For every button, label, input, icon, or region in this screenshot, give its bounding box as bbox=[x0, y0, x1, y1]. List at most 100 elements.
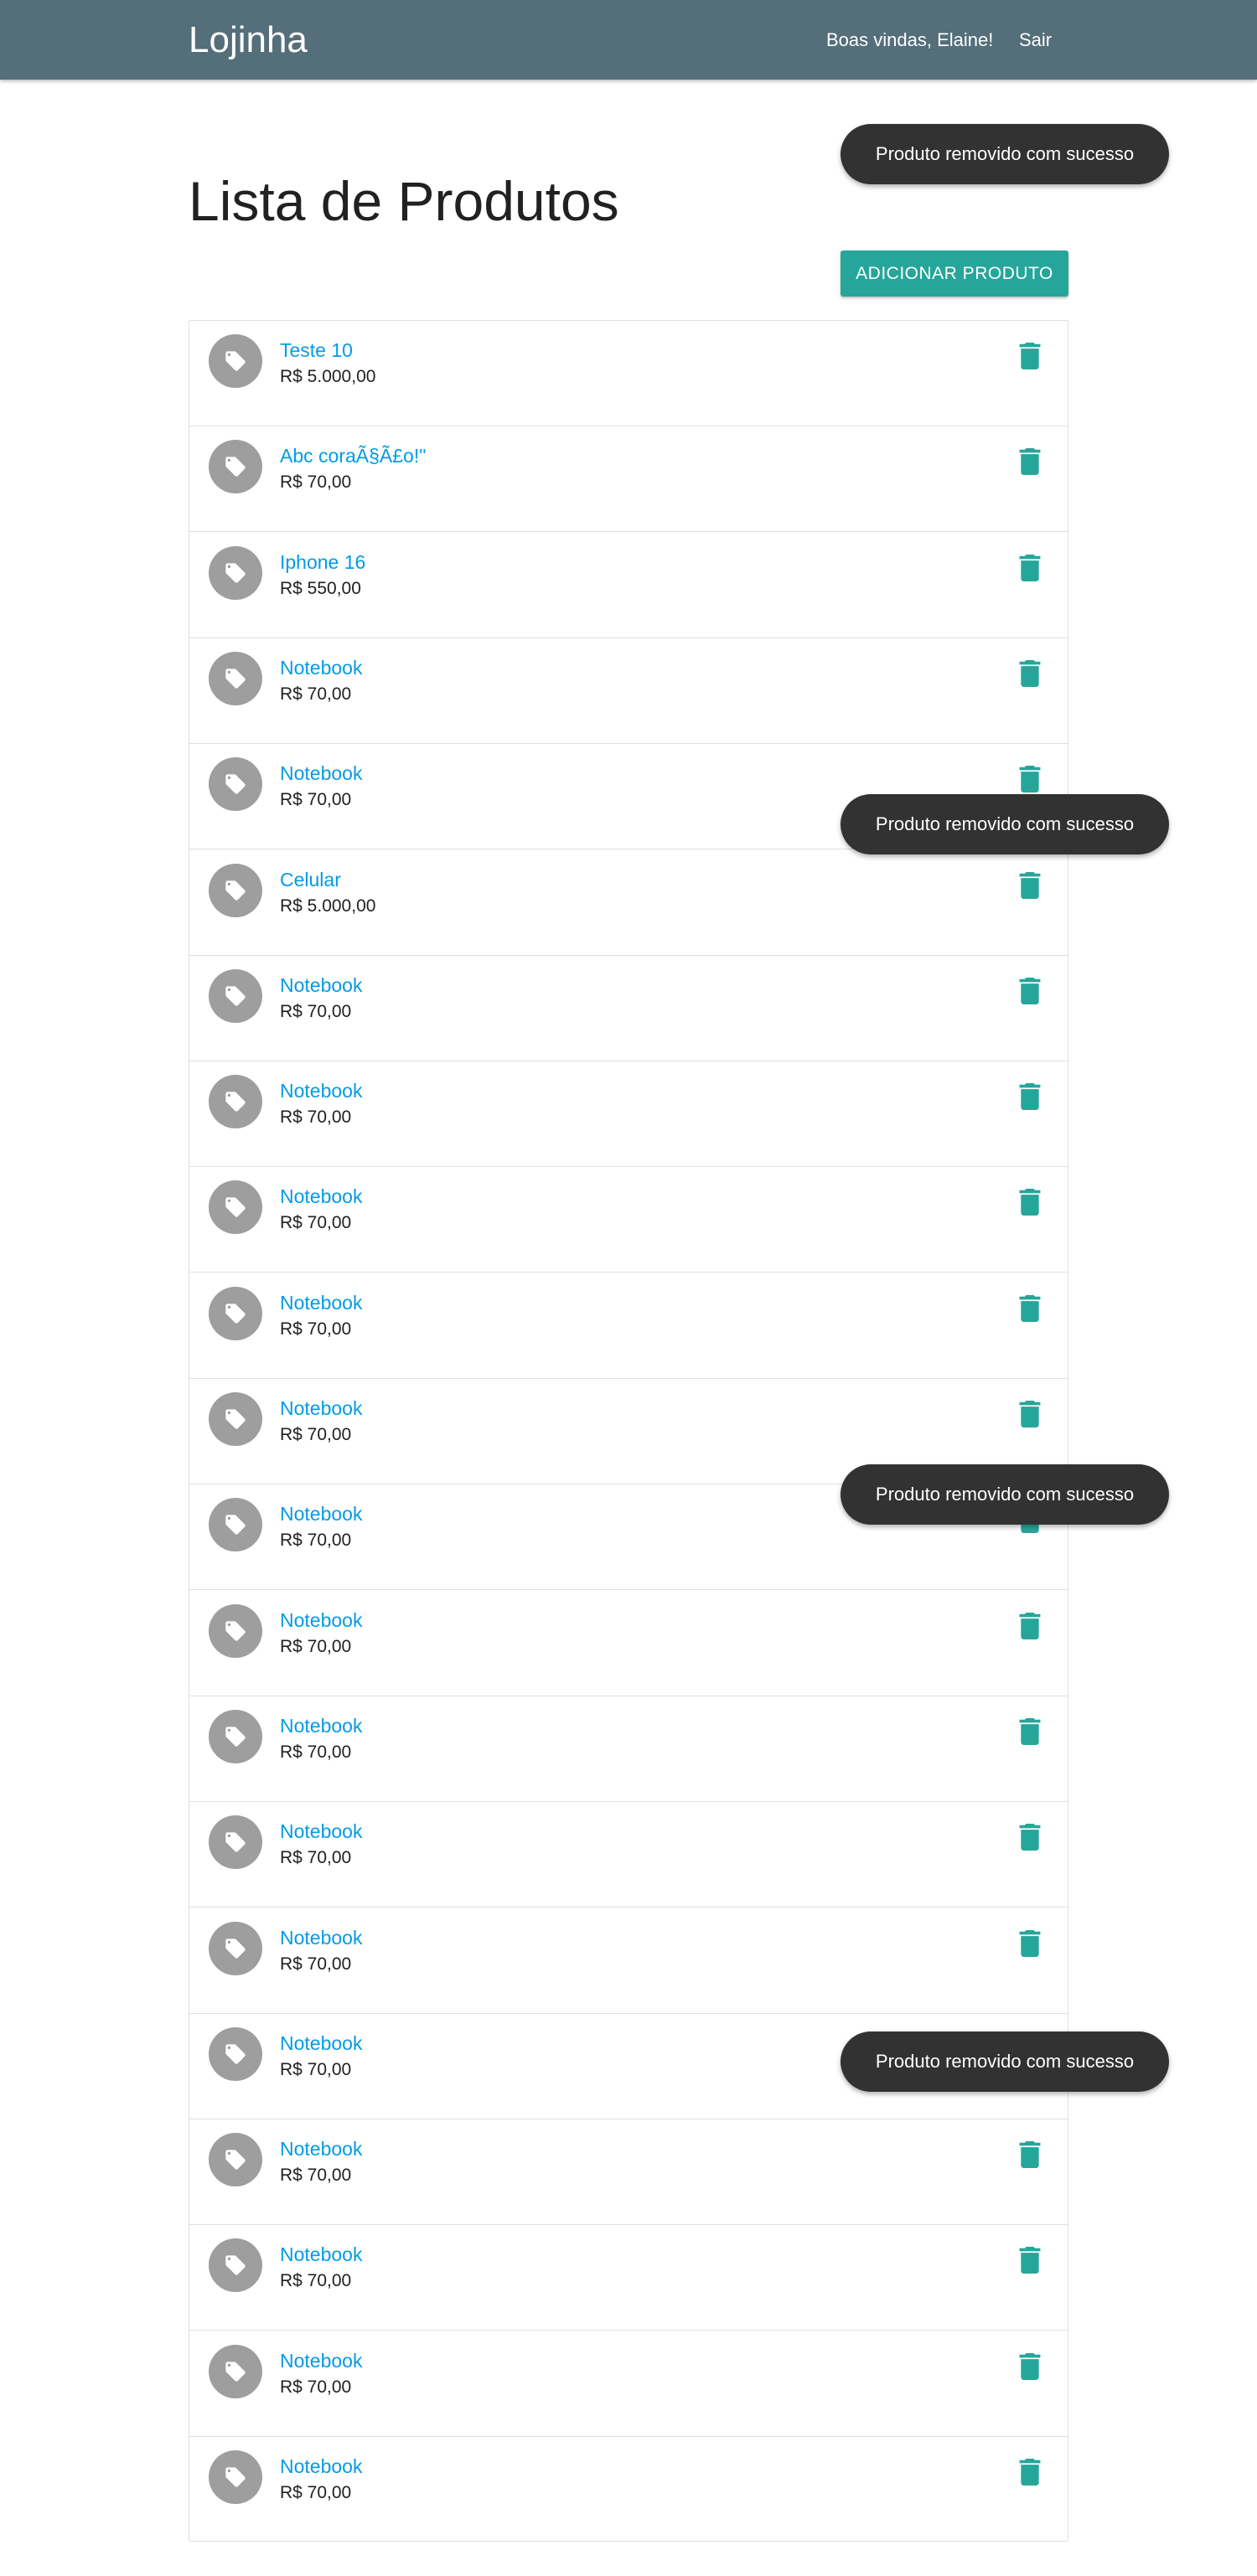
trash-icon[interactable] bbox=[1017, 1295, 1042, 1322]
product-price: R$ 70,00 bbox=[280, 1742, 352, 1762]
product-item: Notebook R$ 70,00 bbox=[189, 1908, 1068, 2014]
trash-icon[interactable] bbox=[1017, 1930, 1042, 1957]
product-name-link[interactable]: Notebook bbox=[280, 657, 363, 679]
product-price: R$ 70,00 bbox=[280, 2060, 352, 2079]
product-name-link[interactable]: Notebook bbox=[280, 1820, 363, 1842]
product-name-link[interactable]: Notebook bbox=[280, 1503, 363, 1525]
product-price: R$ 70,00 bbox=[280, 790, 352, 809]
product-price: R$ 70,00 bbox=[280, 2377, 352, 2397]
product-item: Notebook R$ 70,00 bbox=[189, 2119, 1068, 2225]
product-item: Notebook R$ 70,00 bbox=[189, 638, 1068, 744]
tag-icon bbox=[209, 2450, 262, 2504]
product-item: Notebook R$ 70,00 bbox=[189, 2225, 1068, 2331]
tag-icon bbox=[209, 1180, 262, 1234]
tag-icon bbox=[209, 2238, 262, 2292]
tag-icon bbox=[209, 1604, 262, 1658]
product-price: R$ 70,00 bbox=[280, 1848, 352, 1867]
tag-icon bbox=[209, 1498, 262, 1551]
product-item: Iphone 16 R$ 550,00 bbox=[189, 533, 1068, 638]
product-price: R$ 5.000,00 bbox=[280, 896, 376, 916]
product-list: Teste 10 R$ 5.000,00 Abc coraÃ§Ã£o!" R$ 70,… bbox=[189, 320, 1068, 2542]
trash-icon[interactable] bbox=[1017, 1083, 1042, 1110]
product-name-link[interactable]: Notebook bbox=[280, 1609, 363, 1631]
product-name-link[interactable]: Notebook bbox=[280, 1715, 363, 1737]
product-price: R$ 70,00 bbox=[280, 1319, 352, 1339]
product-item: Teste 10 R$ 5.000,00 bbox=[189, 321, 1068, 426]
product-item: Notebook R$ 70,00 bbox=[189, 1696, 1068, 1802]
trash-icon[interactable] bbox=[1017, 2353, 1042, 2380]
tag-icon bbox=[209, 334, 262, 388]
product-price: R$ 70,00 bbox=[280, 1107, 352, 1127]
logout-link[interactable]: Sair bbox=[1019, 29, 1053, 50]
add-product-button[interactable]: ADICIONAR PRODUTO bbox=[841, 250, 1068, 297]
tag-icon bbox=[209, 1815, 262, 1869]
tag-icon bbox=[209, 757, 262, 811]
product-item: Notebook R$ 70,00 bbox=[189, 2331, 1068, 2437]
tag-icon bbox=[209, 546, 262, 600]
product-price: R$ 70,00 bbox=[280, 2271, 352, 2290]
navbar: Lojinha Boas vindas, Elaine! Sair bbox=[0, 0, 1257, 80]
product-item: Notebook R$ 70,00 bbox=[189, 1061, 1068, 1167]
trash-icon[interactable] bbox=[1017, 766, 1042, 792]
tag-icon bbox=[209, 2027, 262, 2081]
tag-icon bbox=[209, 652, 262, 705]
toast-notification: Produto removido com sucesso bbox=[841, 124, 1169, 184]
tag-icon bbox=[209, 1287, 262, 1340]
tag-icon bbox=[209, 2133, 262, 2186]
product-price: R$ 70,00 bbox=[280, 1425, 352, 1444]
tag-icon bbox=[209, 1710, 262, 1763]
product-name-link[interactable]: Teste 10 bbox=[280, 339, 353, 361]
product-item: Notebook R$ 70,00 bbox=[189, 2014, 1068, 2119]
page-title: Lista de Produtos bbox=[189, 170, 619, 232]
tag-icon bbox=[209, 864, 262, 917]
trash-icon[interactable] bbox=[1017, 1613, 1042, 1639]
tag-icon bbox=[209, 1075, 262, 1128]
trash-icon[interactable] bbox=[1017, 1718, 1042, 1745]
product-price: R$ 550,00 bbox=[280, 579, 361, 598]
product-name-link[interactable]: Notebook bbox=[280, 1397, 363, 1419]
trash-icon[interactable] bbox=[1017, 978, 1042, 1004]
toast-notification: Produto removido com sucesso bbox=[841, 1464, 1169, 1525]
product-name-link[interactable]: Celular bbox=[280, 869, 341, 891]
trash-icon[interactable] bbox=[1017, 555, 1042, 581]
product-item: Notebook R$ 70,00 bbox=[189, 1167, 1068, 1273]
welcome-message: Boas vindas, Elaine! bbox=[826, 29, 994, 50]
product-item: Celular R$ 5.000,00 bbox=[189, 850, 1068, 956]
product-name-link[interactable]: Notebook bbox=[280, 1080, 363, 1102]
trash-icon[interactable] bbox=[1017, 2247, 1042, 2274]
trash-icon[interactable] bbox=[1017, 1824, 1042, 1851]
product-price: R$ 70,00 bbox=[280, 684, 352, 704]
trash-icon[interactable] bbox=[1017, 2459, 1042, 2486]
product-item: Notebook R$ 70,00 bbox=[189, 744, 1068, 849]
product-name-link[interactable]: Notebook bbox=[280, 1927, 363, 1949]
product-item: Abc coraÃ§Ã£o!" R$ 70,00 bbox=[189, 426, 1068, 532]
product-item: Notebook R$ 70,00 bbox=[189, 1273, 1068, 1379]
product-name-link[interactable]: Iphone 16 bbox=[280, 551, 366, 573]
product-name-link[interactable]: Notebook bbox=[280, 2455, 363, 2477]
product-name-link[interactable]: Notebook bbox=[280, 2032, 363, 2054]
product-name-link[interactable]: Abc coraÃ§Ã£o!" bbox=[280, 445, 427, 467]
trash-icon[interactable] bbox=[1017, 343, 1042, 369]
trash-icon[interactable] bbox=[1017, 448, 1042, 475]
product-price: R$ 70,00 bbox=[280, 2483, 352, 2502]
product-item: Notebook R$ 70,00 bbox=[189, 1379, 1068, 1484]
trash-icon[interactable] bbox=[1017, 2141, 1042, 2168]
product-price: R$ 5.000,00 bbox=[280, 367, 376, 386]
tag-icon bbox=[209, 969, 262, 1023]
brand-logo[interactable]: Lojinha bbox=[189, 19, 308, 60]
tag-icon bbox=[209, 440, 262, 493]
product-price: R$ 70,00 bbox=[280, 472, 352, 492]
product-name-link[interactable]: Notebook bbox=[280, 2138, 363, 2160]
product-name-link[interactable]: Notebook bbox=[280, 974, 363, 996]
product-name-link[interactable]: Notebook bbox=[280, 2350, 363, 2372]
trash-icon[interactable] bbox=[1017, 660, 1042, 687]
product-name-link[interactable]: Notebook bbox=[280, 1292, 363, 1314]
trash-icon[interactable] bbox=[1017, 872, 1042, 899]
trash-icon[interactable] bbox=[1017, 1401, 1042, 1427]
product-item: Notebook R$ 70,00 bbox=[189, 1802, 1068, 1907]
product-price: R$ 70,00 bbox=[280, 2166, 352, 2185]
product-name-link[interactable]: Notebook bbox=[280, 2243, 363, 2265]
product-name-link[interactable]: Notebook bbox=[280, 1185, 363, 1207]
product-name-link[interactable]: Notebook bbox=[280, 762, 363, 784]
trash-icon[interactable] bbox=[1017, 1189, 1042, 1216]
